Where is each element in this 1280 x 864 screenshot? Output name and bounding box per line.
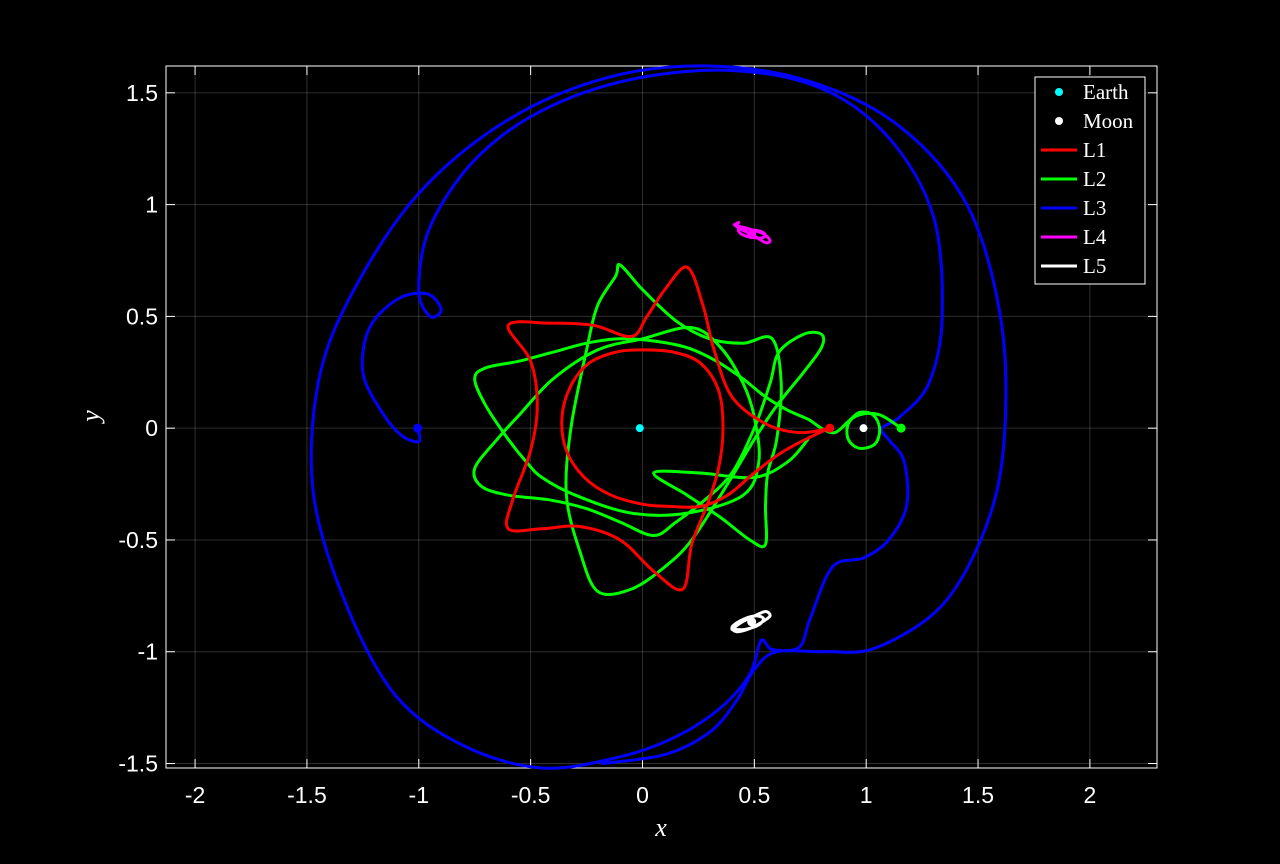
y-tick-label: 0.5 [126, 303, 158, 329]
x-tick-label: -1 [409, 782, 429, 808]
x-tick-label: 2 [1083, 782, 1096, 808]
axes-box [165, 65, 1158, 769]
y-tick-label: 0 [145, 415, 158, 441]
legend-marker-moon [1055, 117, 1063, 125]
legend-label-l5: L5 [1083, 254, 1106, 278]
y-tick-label: 1 [145, 192, 158, 218]
axis-ticks: -2 -1.5 -1 -0.5 0 0.5 1 1.5 2 -1.5 -1 -0.5 0 0.5 1 1.5 [118, 66, 1157, 808]
trajectory-l1 [504, 265, 832, 592]
legend-label-l4: L4 [1083, 225, 1107, 249]
y-tick-label: -0.5 [118, 527, 158, 553]
x-tick-label: 1 [860, 782, 873, 808]
legend-marker-earth [1055, 88, 1063, 96]
legend-label-l2: L2 [1083, 167, 1106, 191]
trajectory-l2 [472, 263, 903, 597]
trajectory-l4 [732, 221, 772, 245]
lagrange-point-l3 [413, 423, 423, 433]
y-tick-label: 1.5 [126, 80, 158, 106]
lagrange-point-l1 [825, 423, 835, 433]
legend-label-l3: L3 [1083, 196, 1106, 220]
y-axis-label: y [76, 410, 105, 425]
legend-label-l1: L1 [1083, 138, 1106, 162]
moon-marker [859, 424, 868, 433]
x-tick-label: -0.5 [511, 782, 551, 808]
x-tick-label: 0 [636, 782, 649, 808]
x-axis-label: x [654, 813, 667, 842]
trajectory-l5 [730, 610, 772, 634]
lagrange-point-l4 [747, 230, 757, 240]
earth-marker [635, 424, 644, 433]
x-tick-label: 0.5 [738, 782, 770, 808]
lagrange-point-l5 [747, 617, 757, 627]
series-layer [309, 64, 1008, 770]
trajectory-l3 [309, 64, 1008, 770]
y-tick-label: -1.5 [118, 751, 158, 777]
x-tick-label: -1.5 [287, 782, 327, 808]
y-tick-label: -1 [138, 639, 158, 665]
points-layer [413, 230, 906, 627]
legend-label-earth: Earth [1083, 80, 1129, 104]
x-tick-label: 1.5 [962, 782, 994, 808]
lagrange-point-l2 [896, 423, 906, 433]
x-tick-label: -2 [185, 782, 205, 808]
grid-lines [166, 66, 1157, 768]
legend-label-moon: Moon [1083, 109, 1134, 133]
legend: Earth Moon L1 L2 L3 L4 L5 [1034, 76, 1146, 285]
